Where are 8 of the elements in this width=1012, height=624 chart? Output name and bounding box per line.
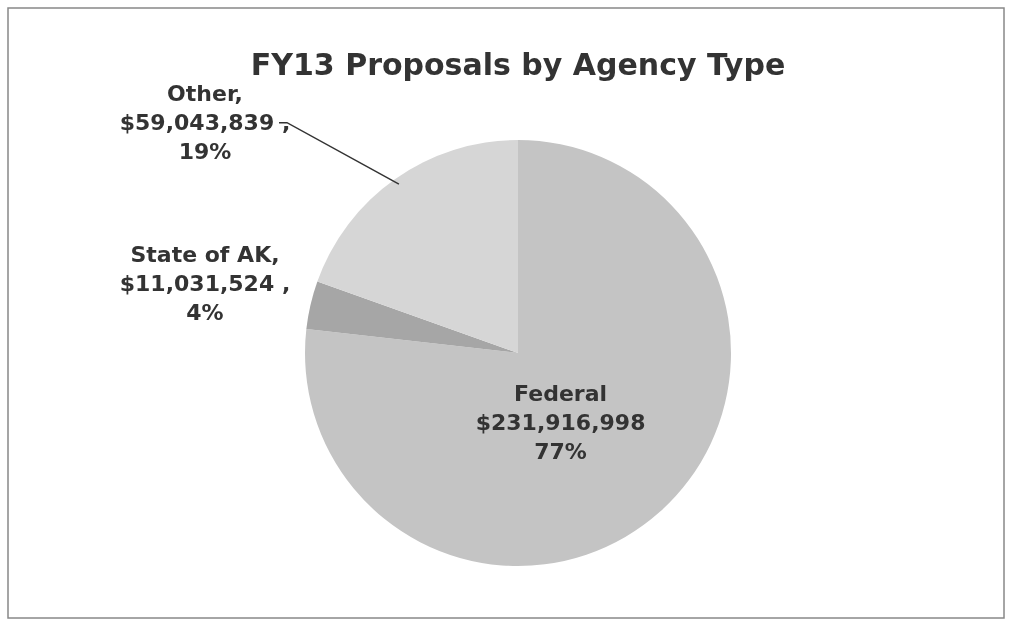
slice-label: Other, $59,043,839 , 19% — [119, 80, 291, 164]
slice-label: Federal — [514, 381, 608, 407]
pie-slice — [306, 281, 518, 353]
pie-slice — [305, 140, 731, 566]
slice-label: State of AK, $11,031,524 , 4% — [119, 242, 291, 326]
pie-slice — [317, 140, 518, 353]
data-label: $231,916,998 77% — [475, 410, 646, 465]
chart-title: FY13 Proposals by Agency Type — [250, 47, 786, 82]
